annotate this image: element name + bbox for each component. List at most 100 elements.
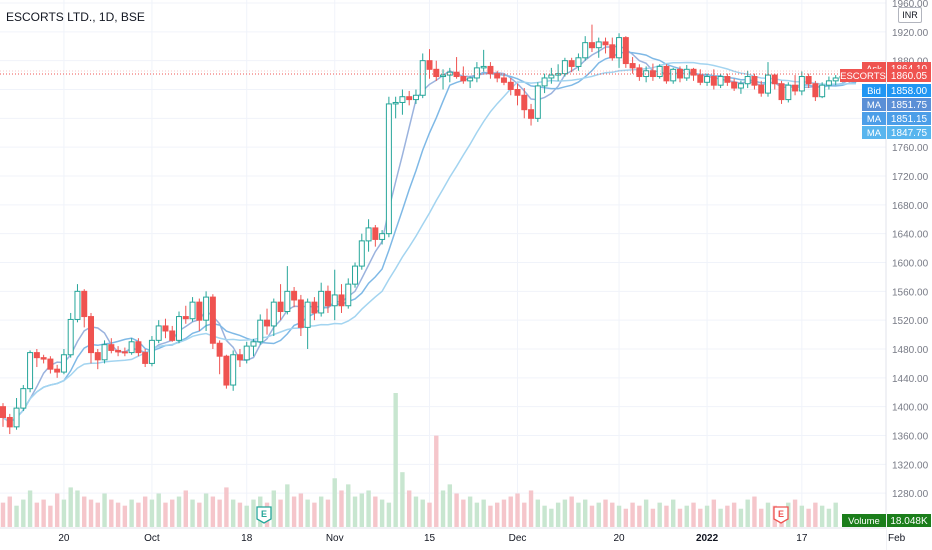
volume-bar <box>671 499 676 527</box>
volume-bar <box>657 502 662 527</box>
candle-down <box>433 68 440 78</box>
volume-bar <box>217 499 222 527</box>
earnings-marker-label: E <box>778 509 784 519</box>
price-tag-value: 1858.00 <box>891 86 928 97</box>
candle-down <box>142 352 149 364</box>
volume-bar <box>698 508 703 527</box>
volume-bar <box>494 502 500 527</box>
volume-bar <box>515 493 520 527</box>
candle-down <box>277 301 284 313</box>
candle-down <box>81 290 88 318</box>
volume-bar <box>197 502 202 527</box>
price-tick-label: 1960.00 <box>892 0 929 10</box>
candle-up <box>189 301 196 320</box>
candle-up <box>358 240 365 267</box>
volume-bar <box>542 505 547 527</box>
volume-bar <box>623 508 629 527</box>
volume-bar <box>393 393 398 527</box>
candle-down <box>216 342 223 357</box>
price-tags: Ask1864.10ESCORTS1860.05Bid1858.00MA1851… <box>840 62 931 527</box>
volume-bar <box>237 502 243 527</box>
volume-tag-label-bg <box>842 514 886 527</box>
time-tick-label: 15 <box>424 533 436 544</box>
volume-bar <box>684 505 689 527</box>
candle-down <box>6 416 13 428</box>
candle-down <box>115 349 122 353</box>
volume-bar <box>183 490 188 527</box>
volume-bar <box>792 499 798 527</box>
volume-bar <box>406 490 412 527</box>
volume-bar <box>461 499 466 527</box>
volume-bar <box>14 505 19 527</box>
candle-up <box>27 352 34 390</box>
volume-bar <box>555 502 561 527</box>
candle-down <box>311 301 318 314</box>
candle-up <box>176 316 183 341</box>
candle-up <box>616 37 623 59</box>
candle-down <box>33 352 40 359</box>
price-tick-label: 1600.00 <box>892 259 929 270</box>
earnings-marker[interactable] <box>773 506 789 524</box>
candle-up <box>352 265 359 285</box>
volume-bar <box>501 499 507 527</box>
candle-down <box>291 290 298 301</box>
volume-bar <box>379 499 385 527</box>
volume-bar <box>799 505 805 527</box>
volume-tag-label: Volume <box>848 516 880 527</box>
candle-up <box>683 68 690 79</box>
volume-bar <box>48 505 53 527</box>
volume-bar <box>102 493 107 527</box>
candle-down <box>812 83 819 98</box>
chart-title: ESCORTS LTD., 1D, BSE <box>6 10 145 24</box>
volume-bar <box>596 502 601 527</box>
volume-bar <box>616 505 622 527</box>
volume-bar <box>413 496 419 527</box>
volume-bar <box>813 502 818 527</box>
candle-up <box>819 84 826 98</box>
candle-up <box>446 71 453 76</box>
candle-up <box>670 68 677 82</box>
candle-up <box>74 290 81 320</box>
volume-bar <box>569 496 574 527</box>
volume-bar <box>488 505 493 527</box>
candle-down <box>507 81 514 90</box>
volume-bar <box>325 499 331 527</box>
price-tick-label: 1360.00 <box>892 432 929 443</box>
candle-down <box>778 83 785 101</box>
candle-up <box>480 65 487 69</box>
candle-up <box>744 76 751 85</box>
volume-bar <box>481 499 486 527</box>
candle-down <box>135 341 142 354</box>
candle-down <box>54 368 61 373</box>
candle-down <box>751 76 758 86</box>
candle-up <box>467 77 474 82</box>
volume-bar <box>271 490 276 527</box>
volume-bar <box>765 502 771 527</box>
volume-bar <box>528 490 534 527</box>
volume-bar <box>467 496 473 527</box>
time-axis-background[interactable] <box>0 528 886 550</box>
volume-bar <box>149 499 155 527</box>
candle-down <box>94 352 101 361</box>
volume-bar <box>725 505 730 527</box>
time-axis-ticks: 20Oct18Nov15Dec20202217Feb14 <box>58 533 905 544</box>
volume-bar <box>806 508 811 527</box>
candle-up <box>548 74 555 79</box>
earnings-marker[interactable] <box>256 506 272 524</box>
candle-down <box>494 73 501 79</box>
price-tag-label-bg <box>862 98 886 111</box>
volume-bar <box>129 499 134 527</box>
candle-up <box>575 57 582 67</box>
price-tag-value-bg <box>887 112 931 125</box>
price-tag-label: MA <box>867 100 882 111</box>
volume-bar <box>122 505 128 527</box>
volume-bar <box>610 502 615 527</box>
volume-bar <box>576 502 581 527</box>
currency-badge[interactable]: INR <box>898 7 922 23</box>
price-tag-value: 1851.75 <box>891 100 928 111</box>
price-tag-label-bg <box>862 84 886 97</box>
price-tag-value: 1847.75 <box>891 128 928 139</box>
candle-up <box>243 345 250 361</box>
